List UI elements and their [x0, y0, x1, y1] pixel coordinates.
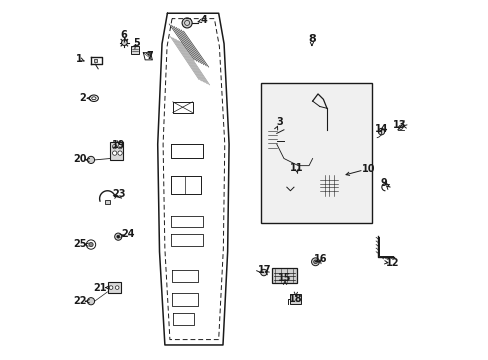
Circle shape [112, 144, 117, 149]
Text: 24: 24 [121, 229, 134, 239]
Text: 7: 7 [146, 51, 153, 61]
Bar [104, 200, 110, 204]
Text: 3: 3 [276, 117, 283, 127]
Text: 5: 5 [133, 38, 140, 48]
Text: 25: 25 [73, 239, 87, 249]
Text: 10: 10 [362, 163, 375, 174]
Bar [260, 83, 371, 223]
Bar [267, 126, 276, 151]
Bar [107, 282, 121, 293]
Bar [317, 175, 337, 196]
Circle shape [112, 151, 117, 155]
Circle shape [398, 125, 402, 130]
Circle shape [121, 40, 127, 45]
Circle shape [109, 286, 113, 289]
Circle shape [313, 260, 317, 264]
Circle shape [118, 144, 122, 149]
Text: 21: 21 [93, 283, 107, 293]
Text: 15: 15 [278, 273, 291, 283]
Text: 2: 2 [79, 93, 85, 103]
Circle shape [260, 269, 266, 276]
Circle shape [115, 286, 119, 289]
Circle shape [378, 129, 384, 135]
Bar [324, 121, 329, 130]
Circle shape [87, 298, 94, 305]
Text: 19: 19 [112, 140, 125, 150]
Text: 9: 9 [380, 178, 386, 188]
Text: 16: 16 [313, 254, 326, 264]
Circle shape [182, 18, 192, 28]
Circle shape [87, 156, 94, 163]
Text: 6: 6 [120, 30, 127, 40]
Circle shape [311, 258, 319, 266]
Bar [290, 294, 301, 304]
Bar [131, 46, 139, 54]
Text: 13: 13 [392, 120, 406, 130]
Bar [272, 268, 296, 283]
Text: 4: 4 [201, 15, 207, 25]
Text: 22: 22 [73, 296, 87, 306]
Circle shape [115, 233, 122, 240]
Circle shape [118, 151, 122, 155]
Text: 1: 1 [75, 54, 82, 64]
Text: 23: 23 [112, 189, 125, 199]
Circle shape [89, 242, 93, 247]
Bar [110, 142, 122, 159]
Text: 20: 20 [73, 154, 87, 164]
Circle shape [117, 235, 120, 238]
Text: 18: 18 [288, 294, 302, 304]
Text: 11: 11 [289, 163, 303, 173]
Text: 8: 8 [307, 35, 315, 44]
Bar [94, 59, 97, 62]
Text: 12: 12 [385, 258, 398, 268]
Text: 14: 14 [374, 124, 388, 134]
Text: 17: 17 [257, 265, 270, 275]
